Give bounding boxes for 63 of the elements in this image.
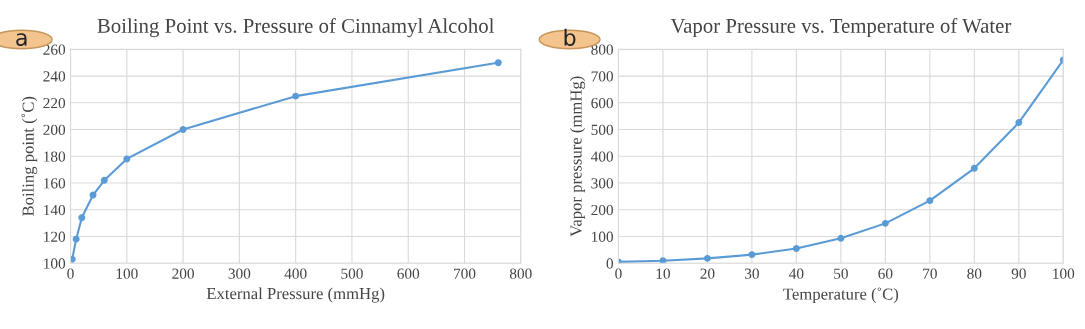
- x-tick-label: 600: [397, 268, 420, 279]
- point: [659, 257, 667, 264]
- y-tick-label: 700: [591, 71, 614, 82]
- point: [881, 219, 889, 227]
- x-axis-title: Temperature (˚C): [783, 287, 899, 304]
- x-tick-label: 40: [789, 268, 804, 279]
- point: [72, 235, 80, 243]
- y-tick-label: 100: [592, 231, 614, 242]
- y-tick-label: 300: [591, 178, 614, 189]
- y-tick-label: 180: [44, 151, 66, 162]
- point: [1015, 119, 1023, 127]
- y-tick-label: 220: [43, 97, 66, 109]
- y-tick-label: 140: [44, 204, 66, 216]
- y-tick-label: 200: [43, 124, 66, 135]
- y-axis-title: Boiling point (˚C): [21, 96, 38, 216]
- y-tick-label: 160: [44, 178, 66, 189]
- x-tick-label: 50: [834, 268, 848, 279]
- y-tick-label: 100: [44, 258, 66, 269]
- x-tick-label: 0: [67, 268, 74, 279]
- x-tick-label: 200: [172, 268, 194, 279]
- point: [100, 176, 108, 184]
- x-tick-label: 80: [967, 268, 982, 279]
- x-tick-label: 60: [878, 268, 893, 279]
- point: [748, 251, 756, 259]
- x-tick-label: 0: [615, 268, 622, 279]
- text: b: [564, 28, 576, 46]
- point: [179, 126, 187, 134]
- y-tick-label: 200: [591, 204, 614, 216]
- x-tick-label: 400: [284, 268, 307, 279]
- x-tick-label: 10: [656, 268, 670, 279]
- y-tick-label: 0: [606, 258, 614, 269]
- y-tick-label: 240: [43, 71, 66, 82]
- x-tick-label: 70: [923, 268, 937, 279]
- point: [703, 254, 711, 262]
- y-tick-label: 120: [44, 231, 66, 242]
- point: [78, 214, 86, 222]
- point: [792, 245, 800, 252]
- point: [837, 234, 845, 242]
- point: [494, 59, 502, 67]
- x-tick-label: 20: [700, 268, 715, 279]
- chart-title: Vapor Pressure vs. Temperature of Water: [670, 18, 1012, 38]
- x-tick-label: 90: [1011, 268, 1026, 279]
- y-tick-label: 500: [591, 124, 614, 135]
- x-tick-label: 300: [228, 268, 251, 279]
- y-tick-label: 260: [43, 44, 66, 55]
- x-tick-label: 100: [1053, 268, 1075, 279]
- y-tick-label: 400: [590, 151, 614, 162]
- x-tick-label: 500: [341, 268, 363, 279]
- point: [123, 155, 131, 163]
- point: [70, 255, 76, 263]
- chart-title: Boiling Point vs. Pressure of Cinnamyl Alcohol: [97, 18, 495, 38]
- x-tick-label: 700: [454, 268, 476, 279]
- y-axis-title: Vapor pressure (mmHg): [569, 76, 586, 237]
- x-tick-label: 800: [509, 268, 532, 279]
- y-tick-label: 600: [591, 97, 614, 109]
- x-tick-label: 100: [116, 268, 138, 279]
- point: [292, 92, 300, 100]
- point: [926, 197, 934, 205]
- y-tick-label: 800: [591, 44, 614, 55]
- x-axis-title: External Pressure (mmHg): [206, 287, 385, 303]
- text: a: [16, 33, 27, 46]
- point: [970, 164, 978, 172]
- x-tick-label: 30: [745, 268, 759, 279]
